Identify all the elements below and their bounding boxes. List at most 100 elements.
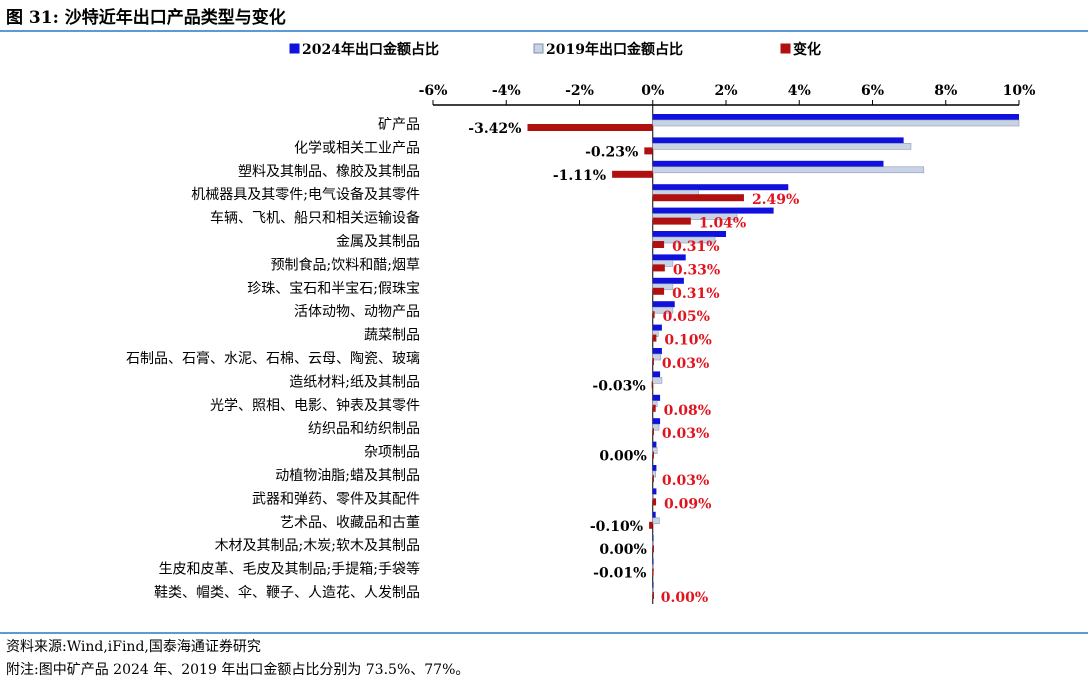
- legend-swatch-0: [289, 43, 300, 54]
- change-label-8: 0.05%: [663, 309, 710, 325]
- bar-change-12: [652, 404, 656, 412]
- x-tick-label-5: 4%: [788, 83, 811, 99]
- bar-2024-12: [652, 394, 661, 401]
- change-label-10: 0.03%: [662, 356, 709, 372]
- legend-label-0: 2024年出口金额占比: [302, 41, 439, 58]
- bar-change-10: [652, 358, 654, 365]
- legend-label-2: 变化: [793, 41, 821, 58]
- change-label-20: 0.00%: [661, 590, 708, 606]
- bar-change-18: [652, 545, 654, 553]
- bar-change-3: [652, 194, 744, 202]
- change-label-15: 0.03%: [662, 473, 709, 489]
- category-label-4: 车辆、飞机、船只和相关运输设备: [210, 210, 420, 227]
- bar-2024-16: [652, 488, 657, 495]
- category-label-1: 化学或相关工业产品: [294, 140, 420, 156]
- bar-change-11: [651, 381, 653, 389]
- category-label-6: 预制食品;饮料和醋;烟草: [271, 256, 420, 273]
- bar-2024-5: [652, 231, 726, 237]
- bar-change-20: [652, 592, 654, 599]
- category-label-8: 活体动物、动物产品: [294, 304, 420, 320]
- change-label-6: 0.33%: [673, 262, 720, 278]
- bar-2024-0: [652, 114, 1019, 120]
- top-rule: [0, 30, 1088, 32]
- x-tick-label-8: 10%: [1003, 83, 1036, 99]
- bar-2024-2: [652, 160, 884, 167]
- change-label-4: 1.04%: [699, 216, 746, 232]
- category-label-2: 塑料及其制品、橡胶及其制品: [238, 163, 420, 180]
- change-label-16: 0.09%: [664, 496, 711, 512]
- bar-change-14: [652, 451, 654, 459]
- source-note: 资料来源:Wind,iFind,国泰海通证券研究: [6, 639, 261, 655]
- bar-2024-10: [652, 348, 662, 354]
- change-label-13: 0.03%: [662, 426, 709, 442]
- bar-change-17: [649, 521, 653, 529]
- footnote: 附注:图中矿产品 2024 年、2019 年出口金额占比分别为 73.5%、77…: [6, 662, 470, 678]
- bar-2019-11: [652, 377, 663, 384]
- bar-2024-8: [652, 301, 675, 308]
- bar-2024-18: [652, 535, 654, 542]
- legend-swatch-1: [533, 43, 544, 54]
- bar-2019-13: [652, 423, 660, 431]
- bar-change-0: [527, 124, 653, 131]
- x-tick-label-6: 6%: [861, 83, 884, 99]
- bar-change-16: [652, 498, 657, 506]
- bar-2024-13: [652, 418, 661, 425]
- bar-change-2: [612, 170, 653, 178]
- x-tick-label-7: 8%: [934, 83, 957, 99]
- category-label-10: 石制品、石膏、水泥、石棉、云母、陶瓷、玻璃: [126, 350, 420, 367]
- bar-2019-17: [652, 517, 660, 525]
- category-label-20: 鞋类、帽类、伞、鞭子、人造花、人发制品: [154, 584, 420, 601]
- bar-2019-15: [652, 470, 656, 478]
- bar-change-13: [652, 428, 654, 436]
- bar-2024-15: [652, 465, 657, 471]
- bar-chart: 2024年出口金额占比 2019年出口金额占比 变化 -6% -4% -2% 0% 2% 4% 6…: [126, 41, 1036, 606]
- bottom-rule: [0, 632, 1088, 634]
- category-label-0: 矿产品: [378, 117, 420, 133]
- category-label-9: 蔬菜制品: [364, 328, 420, 344]
- category-label-11: 造纸材料;纸及其制品: [289, 374, 420, 390]
- bar-2024-19: [652, 558, 654, 565]
- category-label-7: 珍珠、宝石和半宝石;假珠宝: [247, 281, 420, 297]
- bar-2019-2: [652, 166, 925, 174]
- change-label-2: -1.11%: [553, 168, 606, 184]
- bar-2024-7: [652, 277, 684, 284]
- bar-2019-8: [652, 306, 674, 314]
- change-label-9: 0.10%: [664, 333, 711, 349]
- change-label-0: -3.42%: [468, 121, 521, 137]
- bar-2024-14: [652, 441, 657, 448]
- change-label-7: 0.31%: [672, 286, 719, 302]
- change-label-12: 0.08%: [664, 403, 711, 419]
- category-label-16: 武器和弹药、零件及其配件: [252, 491, 420, 507]
- category-label-13: 纺织品和纺织制品: [308, 421, 420, 437]
- bar-change-4: [652, 217, 691, 225]
- bar-change-19: [652, 568, 654, 576]
- category-label-3: 机械器具及其零件;电气设备及其零件: [191, 186, 420, 203]
- bar-2024-11: [652, 371, 661, 378]
- change-label-14: 0.00%: [599, 449, 646, 465]
- category-label-17: 艺术品、收藏品和古董: [280, 515, 420, 531]
- category-label-18: 木材及其制品;木炭;软木及其制品: [215, 538, 420, 554]
- change-label-11: -0.03%: [592, 378, 645, 394]
- change-label-17: -0.10%: [590, 519, 643, 535]
- bar-change-15: [652, 475, 654, 482]
- bar-2019-0: [652, 119, 1020, 127]
- x-tick-label-3: 0%: [641, 83, 664, 99]
- bar-2019-1: [652, 143, 912, 150]
- x-tick-label-2: -2%: [565, 83, 594, 99]
- bar-2024-6: [652, 254, 686, 261]
- bar-2024-1: [652, 137, 904, 144]
- bar-2019-10: [652, 353, 662, 361]
- bar-2019-5: [652, 236, 716, 244]
- figure-title: 图 31: 沙特近年出口产品类型与变化: [6, 8, 286, 28]
- change-label-5: 0.31%: [672, 239, 719, 255]
- bar-2024-3: [652, 184, 789, 191]
- category-label-14: 杂项制品: [364, 445, 420, 461]
- bar-change-9: [652, 334, 657, 342]
- change-label-18: 0.00%: [599, 542, 646, 558]
- change-label-3: 2.49%: [752, 192, 799, 208]
- bar-2024-20: [652, 582, 654, 588]
- bar-2024-9: [652, 324, 662, 331]
- legend-label-1: 2019年出口金额占比: [546, 41, 683, 58]
- bar-2024-4: [652, 207, 774, 214]
- bar-2019-4: [652, 213, 738, 220]
